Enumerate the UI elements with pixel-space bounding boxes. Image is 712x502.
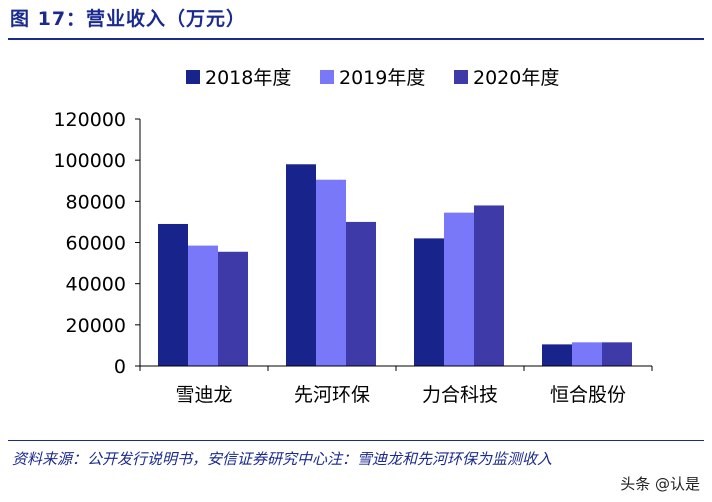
bar-2020-3: [602, 342, 632, 366]
legend-item: 2019年度: [320, 67, 425, 89]
bar-2019-1: [316, 179, 346, 366]
figure-header: 图 17：营业收入（万元）: [10, 4, 246, 34]
revenue-bar-chart: 2018年度 2019年度 2020年度 0 20000 40000 60000 80000…: [53, 67, 653, 406]
legend-swatch: [454, 70, 468, 84]
bar-2019-3: [572, 342, 602, 366]
bar-2018-1: [286, 164, 316, 366]
bar-2020-2: [474, 205, 504, 366]
x-category-label: 力合科技: [422, 384, 498, 406]
legend-label: 2019年度: [339, 67, 425, 89]
bar-2018-0: [158, 223, 188, 366]
bar-2020-1: [346, 221, 376, 366]
legend-swatch: [320, 70, 334, 84]
legend-item: 2018年度: [186, 67, 291, 89]
y-tick-label: 40000: [66, 274, 126, 296]
y-tick-label: 60000: [66, 233, 126, 255]
y-tick-label: 80000: [66, 191, 126, 213]
bar-2018-2: [414, 238, 444, 366]
bars-group: [158, 164, 632, 366]
figure-title: 图 17：营业收入（万元）: [10, 8, 247, 30]
header-rule: [8, 38, 704, 40]
y-axis: 0 20000 40000 60000 80000 100000 120000: [53, 109, 141, 378]
chart-legend: 2018年度 2019年度 2020年度: [186, 67, 559, 89]
x-category-label: 先河环保: [294, 384, 370, 406]
y-tick-label: 20000: [66, 315, 126, 337]
legend-item: 2020年度: [454, 67, 559, 89]
footer-rule: [8, 440, 704, 441]
bar-2019-0: [188, 245, 218, 366]
bar-2019-2: [444, 212, 474, 366]
x-category-label: 恒合股份: [550, 384, 626, 406]
source-note: 资料来源：公开发行说明书，安信证券研究中心注：雪迪龙和先河环保为监测收入: [12, 450, 553, 468]
bar-2018-3: [542, 344, 572, 366]
x-axis: 雪迪龙 先河环保 力合科技 恒合股份: [139, 365, 653, 406]
watermark: 头条 @认是: [620, 475, 700, 493]
legend-label: 2018年度: [205, 67, 291, 89]
bar-2020-0: [218, 251, 248, 366]
legend-label: 2020年度: [473, 67, 559, 89]
x-category-label: 雪迪龙: [175, 384, 232, 406]
y-tick-label: 100000: [53, 150, 126, 172]
legend-swatch: [186, 70, 200, 84]
y-tick-label: 120000: [53, 109, 126, 131]
y-tick-label: 0: [114, 356, 126, 378]
